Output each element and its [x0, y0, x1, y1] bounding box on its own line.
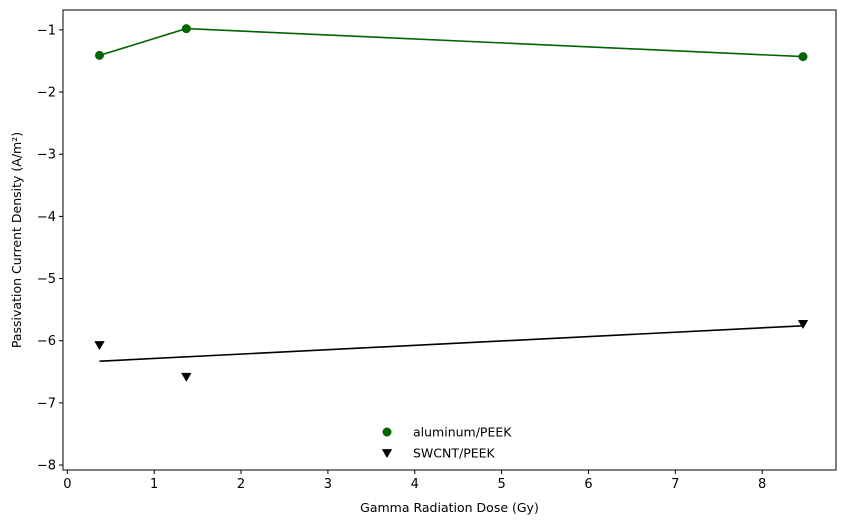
y-tick-label: −2 [37, 86, 56, 101]
legend-item: SWCNT/PEEK [381, 446, 496, 461]
legend-marker [382, 427, 392, 437]
x-tick-label: 0 [63, 477, 71, 492]
y-tick-label: −7 [37, 396, 56, 411]
data-point [181, 24, 191, 34]
series-aluminum-peek [94, 24, 808, 62]
x-axis-label: Gamma Radiation Dose (Gy) [360, 500, 539, 515]
data-point [798, 52, 808, 62]
x-tick-label: 6 [584, 477, 592, 492]
legend-label: SWCNT/PEEK [413, 446, 496, 461]
legend: aluminum/PEEK SWCNT/PEEK [381, 425, 512, 461]
x-tick-label: 7 [671, 477, 679, 492]
y-tick-label: −4 [37, 210, 56, 225]
y-tick-label: −6 [37, 334, 56, 349]
legend-marker [381, 449, 393, 458]
y-axis: −1 −2 −3 −4 −5 −6 −7 −8 [37, 23, 63, 474]
x-tick-label: 4 [411, 477, 419, 492]
legend-label: aluminum/PEEK [413, 425, 512, 440]
data-point [94, 341, 105, 350]
data-point [94, 50, 104, 60]
y-tick-label: −5 [37, 272, 56, 287]
data-point [181, 372, 192, 382]
legend-item: aluminum/PEEK [382, 425, 512, 440]
series-layer [94, 24, 809, 382]
x-tick-label: 2 [237, 477, 245, 492]
x-tick-label: 1 [150, 477, 158, 492]
y-tick-label: −3 [37, 148, 56, 163]
y-tick-label: −8 [37, 459, 56, 474]
plot-frame [62, 9, 837, 471]
data-point [797, 320, 809, 329]
x-tick-label: 8 [758, 477, 766, 492]
series-line [99, 325, 804, 362]
x-tick-label: 5 [497, 477, 505, 492]
series-swcnt-peek [94, 320, 809, 382]
x-axis: 0 1 2 3 4 5 6 7 8 [63, 470, 766, 492]
y-axis-label: Passivation Current Density (A/m²) [9, 132, 24, 348]
x-tick-label: 3 [324, 477, 332, 492]
y-tick-label: −1 [37, 23, 56, 38]
